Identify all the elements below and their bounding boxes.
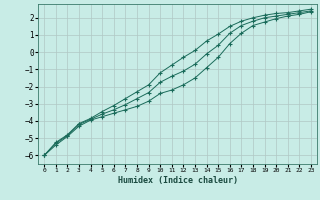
X-axis label: Humidex (Indice chaleur): Humidex (Indice chaleur) bbox=[118, 176, 238, 185]
